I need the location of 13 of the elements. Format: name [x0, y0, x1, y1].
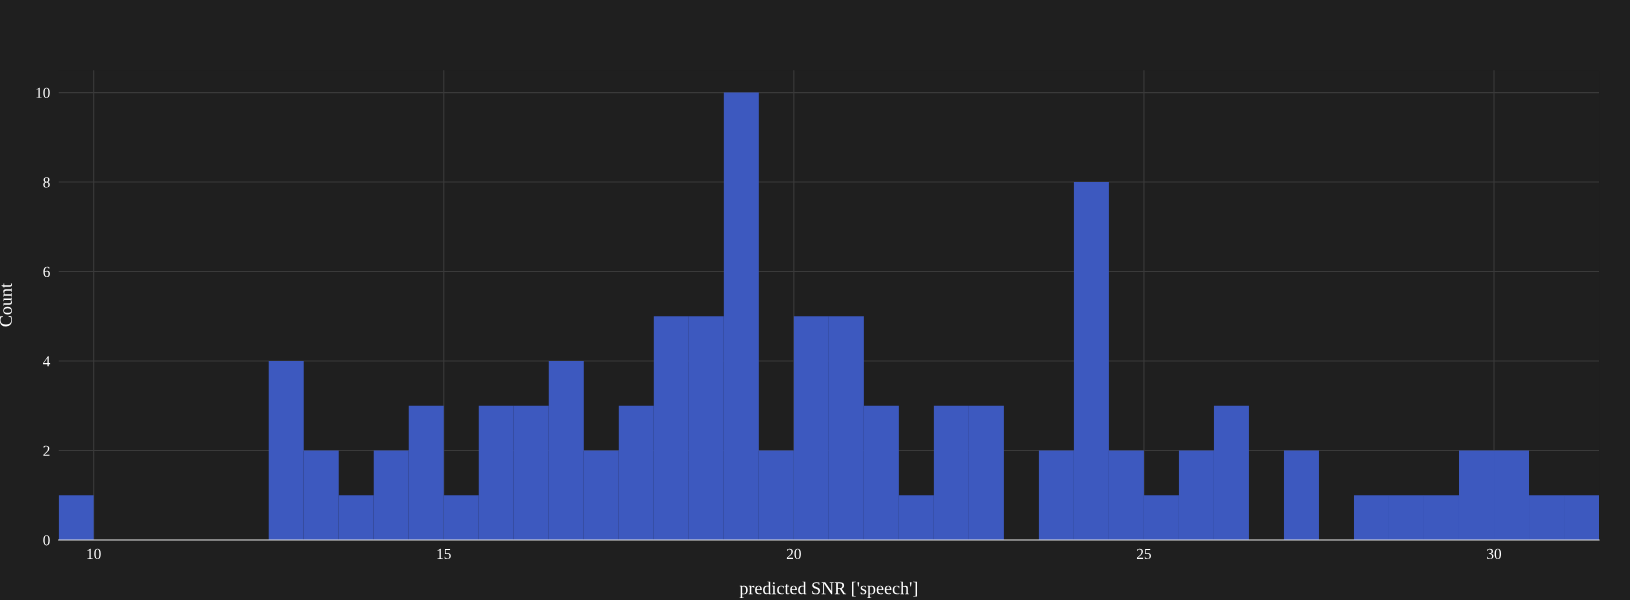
- x-axis-title: predicted SNR ['speech']: [739, 581, 917, 599]
- x-tick-label: 25: [1136, 548, 1151, 560]
- y-axis-title: Count: [0, 283, 12, 327]
- y-tick-label: 6: [43, 266, 50, 277]
- x-tick-label: 30: [1487, 548, 1502, 560]
- x-tick-label: 15: [437, 548, 451, 560]
- y-tick-label: 0: [43, 535, 50, 546]
- y-tick-label: 10: [36, 87, 50, 99]
- x-tick-label: 10: [87, 548, 101, 560]
- y-tick-label: 2: [43, 445, 50, 456]
- y-tick-label: 4: [43, 356, 51, 367]
- y-tick-label: 8: [43, 177, 50, 188]
- x-tick-label: 20: [786, 548, 801, 560]
